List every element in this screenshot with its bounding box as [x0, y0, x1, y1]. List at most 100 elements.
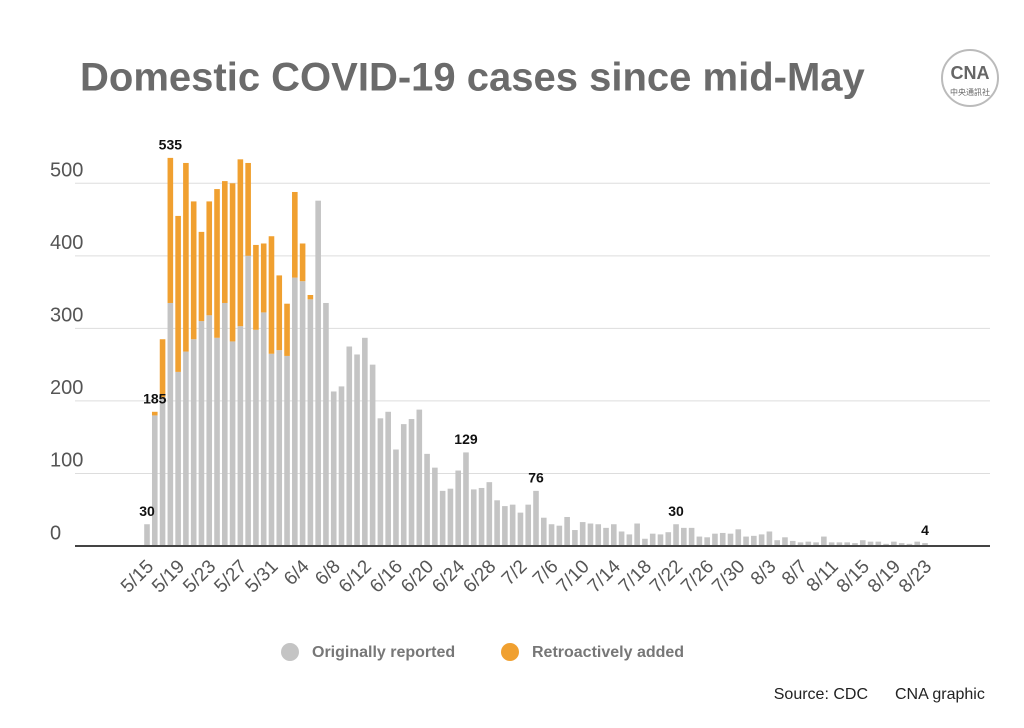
x-tick-label: 7/22 [646, 556, 687, 597]
bar-segment [548, 524, 555, 546]
bar-segment [439, 490, 446, 546]
bar-segment [175, 371, 181, 546]
bar-segment [634, 523, 640, 546]
bar-segment [245, 255, 251, 546]
bar-segment [486, 482, 493, 546]
bar-segment [751, 535, 757, 546]
y-tick-label: 400 [50, 232, 83, 254]
bar-segment [292, 191, 298, 278]
bar-segment [338, 386, 345, 546]
bar-segment [159, 339, 166, 398]
bar-segment [782, 537, 788, 546]
bar-segment [556, 525, 563, 546]
bar-segment [229, 183, 236, 342]
bar-segment [758, 534, 765, 546]
logo-text: CNA [951, 63, 990, 83]
legend-marker [281, 643, 299, 661]
data-label: 4 [921, 522, 929, 538]
bar-segment [618, 531, 625, 546]
bar-segment [237, 159, 244, 327]
bar-segment [447, 488, 454, 546]
bar-segment [151, 411, 158, 416]
bar-segment [455, 470, 461, 546]
bar-segment [299, 243, 306, 282]
bar-segment [144, 524, 150, 546]
bar-segment [805, 541, 812, 546]
bar-segment [253, 329, 259, 546]
bar-segment [774, 540, 780, 546]
bar-segment [478, 487, 485, 546]
bar-segment [735, 529, 742, 546]
bar-segment [237, 326, 244, 546]
bar-segment [906, 543, 913, 546]
bar-segment [642, 538, 648, 546]
bar-segment [198, 231, 205, 322]
bar-segment [151, 415, 158, 546]
bar-segment [665, 532, 672, 546]
bar-segment [400, 424, 407, 546]
bar-segment [377, 418, 384, 546]
bar-segment [424, 453, 430, 546]
bar-segment [323, 302, 329, 546]
data-label: 30 [139, 503, 155, 519]
data-label: 535 [159, 137, 183, 153]
bar-segment [525, 504, 532, 546]
x-tick-label: 8/15 [833, 556, 874, 597]
bar-segment [408, 419, 415, 546]
bar-segment [836, 542, 843, 546]
bar-segment [533, 490, 539, 546]
data-label: 76 [528, 470, 544, 486]
bar-segment [206, 315, 213, 546]
bar-segment [828, 542, 835, 546]
bar-segment [719, 532, 726, 546]
bar-segment [867, 541, 874, 546]
bar-segment [206, 201, 213, 316]
x-tick-label: 5/27 [210, 556, 251, 597]
bar-segment [307, 294, 314, 300]
bar-segment [260, 312, 267, 546]
x-tick-label: 7/2 [498, 556, 532, 590]
bar-segment [183, 351, 189, 546]
chart-title: Domestic COVID-19 cases since mid-May [80, 56, 866, 100]
x-tick-label: 6/28 [459, 556, 500, 597]
source: Source: CDC [774, 686, 868, 703]
bar-segment [673, 524, 679, 546]
bar-segment [681, 527, 687, 546]
y-tick-label: 100 [50, 450, 83, 472]
bar-segment [914, 541, 921, 546]
x-tick-label: 8/23 [895, 556, 936, 597]
bar-segment [821, 536, 827, 546]
legend-label: Originally reported [312, 644, 455, 661]
bar-segment [883, 543, 889, 546]
bar-segment [859, 540, 866, 546]
bar-segment [657, 534, 664, 546]
bar-segment [463, 452, 469, 546]
bar-segment [284, 303, 290, 356]
bar-segment [509, 504, 516, 546]
bar-segment [517, 512, 524, 546]
bar-segment [214, 337, 220, 546]
bar-segment [284, 355, 290, 546]
x-tick-label: 6/20 [397, 556, 438, 597]
legend-marker [501, 643, 519, 661]
bar-segment [330, 391, 337, 546]
x-tick-label: 7/14 [584, 556, 625, 597]
data-label: 185 [143, 390, 167, 406]
y-tick-label: 200 [50, 377, 83, 399]
y-tick-label: 500 [50, 160, 83, 182]
x-tick-label: 7/10 [553, 556, 594, 597]
x-tick-label: 8/19 [864, 556, 905, 597]
bar-segment [222, 181, 228, 303]
bar-segment [245, 162, 251, 256]
x-tick-label: 5/23 [179, 556, 220, 597]
bar-segment [167, 157, 174, 303]
credit: CNA graphic [895, 686, 985, 703]
x-tick-label: 6/4 [280, 556, 314, 590]
bar-segment [183, 162, 189, 352]
bar-segment [175, 215, 181, 372]
bar-segment [844, 542, 850, 546]
bar-segment [727, 533, 734, 546]
bar-segment [603, 527, 609, 546]
x-tick-label: 6/16 [366, 556, 407, 597]
